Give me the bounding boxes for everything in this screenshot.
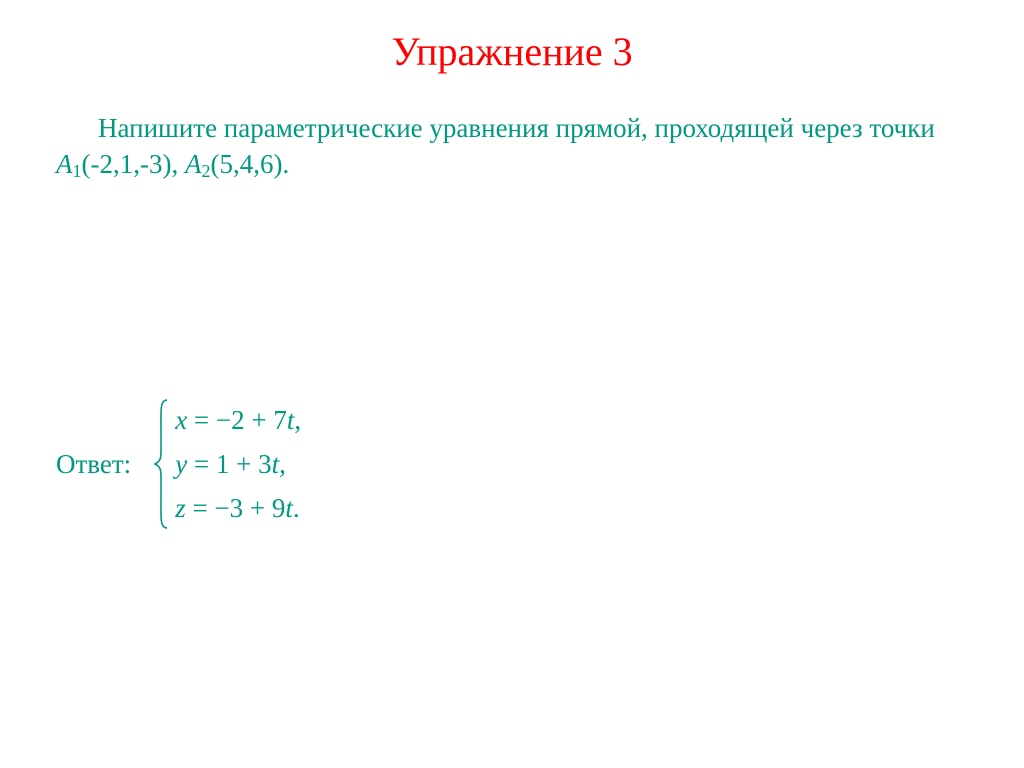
point-a1-coords: (-2,1,-3) [82,149,172,179]
problem-statement: Напишите параметрические уравнения прямо… [56,110,994,189]
eq-x-tail: , [294,405,301,435]
eq-y-body: = 1 + 3 [187,449,271,479]
left-brace-icon [153,398,171,530]
problem-text: Напишите параметрические уравнения прямо… [98,113,935,143]
page-title: Упражнение 3 [0,28,1024,75]
equation-y: y = 1 + 3t, [175,442,301,486]
point-a1-label: A [56,149,73,179]
answer-label: Ответ: [56,449,131,480]
var-x: x [175,405,187,435]
points-separator: , [171,149,185,179]
equation-x: x = −2 + 7t, [175,398,301,442]
eq-x-body: = −2 + 7 [187,405,287,435]
eq-z-tail: . [293,493,300,523]
var-z: z [175,493,186,523]
eq-z-body: = −3 + 9 [186,493,286,523]
var-t-z: t [285,493,293,523]
equation-z: z = −3 + 9t. [175,486,301,530]
slide: Упражнение 3 Напишите параметрические ур… [0,0,1024,768]
var-y: y [175,449,187,479]
point-a1-subscript: 1 [73,161,82,181]
equations: x = −2 + 7t, y = 1 + 3t, z = −3 + 9t. [171,398,301,530]
answer-block: Ответ: x = −2 + 7t, y = 1 + 3t, z = −3 +… [56,398,301,530]
problem-end: . [282,149,289,179]
equation-system: x = −2 + 7t, y = 1 + 3t, z = −3 + 9t. [153,398,301,530]
point-a2-label: A [185,149,202,179]
point-a2-coords: (5,4,6) [210,149,282,179]
eq-y-tail: , [279,449,286,479]
